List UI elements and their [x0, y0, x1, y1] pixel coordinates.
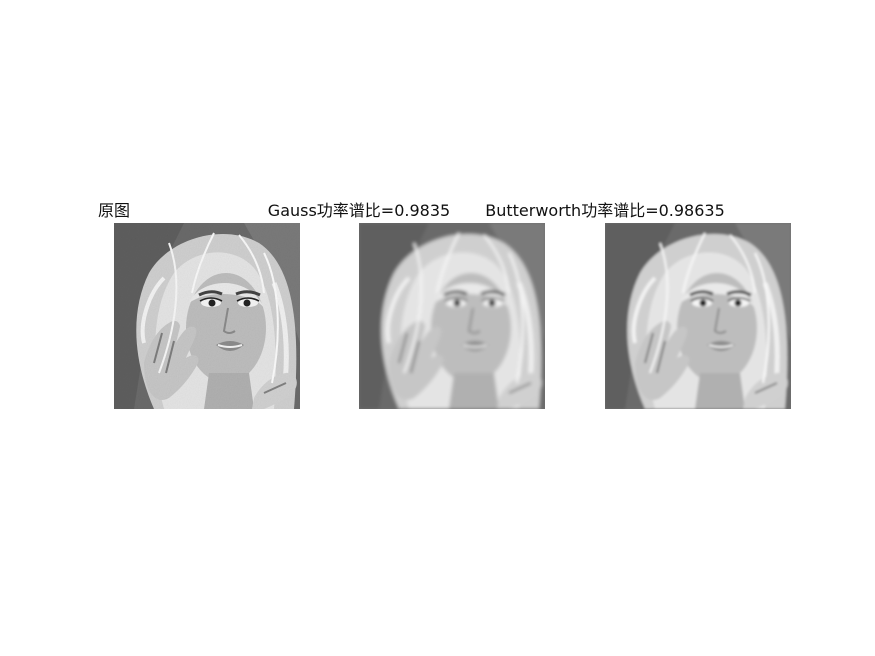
subplot-title-original: 原图 — [97, 201, 131, 220]
gauss-filtered-image — [359, 223, 545, 409]
subplot-title-gauss: Gauss功率谱比=0.9835 — [267, 201, 451, 220]
butterworth-filtered-image — [605, 223, 791, 409]
subplot-title-butterworth: Butterworth功率谱比=0.98635 — [485, 201, 725, 220]
original-image — [114, 223, 300, 409]
